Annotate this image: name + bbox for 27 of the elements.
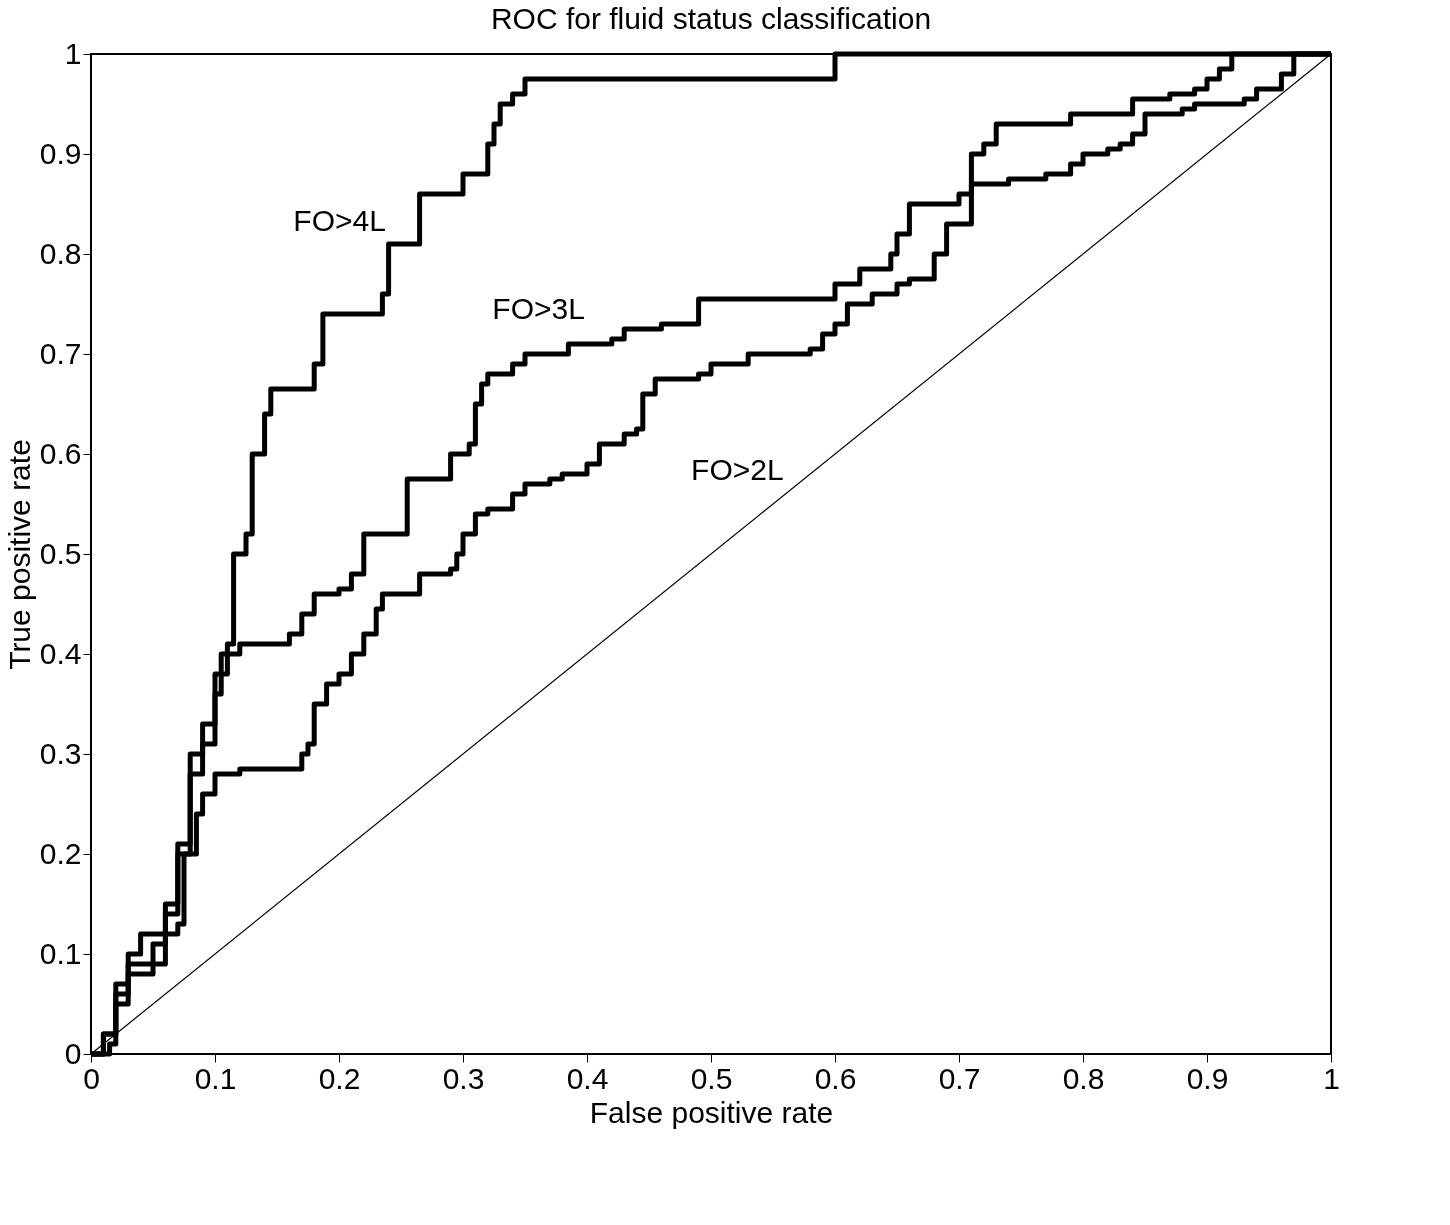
x-tick-label: 0.2	[318, 1061, 361, 1095]
x-tick-label: 0.5	[690, 1061, 733, 1095]
y-tick-label: 0.5	[39, 536, 82, 570]
y-axis-title: True positive rate	[2, 439, 36, 670]
x-tick-label: 0.6	[814, 1061, 857, 1095]
series-label: FO>3L	[492, 292, 585, 325]
series-label: FO>4L	[293, 204, 386, 237]
x-axis-title: False positive rate	[589, 1095, 834, 1129]
y-tick-label: 0.7	[39, 336, 82, 370]
x-tick-label: 0.7	[938, 1061, 981, 1095]
x-tick-label: 0.3	[442, 1061, 485, 1095]
y-tick-label: 0	[64, 1036, 82, 1070]
x-tick-label: 0.1	[194, 1061, 237, 1095]
y-tick-label: 0.2	[39, 836, 82, 870]
series-label: FO>2L	[691, 453, 784, 486]
y-tick-label: 0.6	[39, 436, 82, 470]
x-tick-label: 0.8	[1062, 1061, 1105, 1095]
y-tick-label: 0.3	[39, 736, 82, 770]
x-tick-label: 1	[1323, 1061, 1340, 1095]
x-tick-label: 0.9	[1186, 1061, 1229, 1095]
y-tick-label: 0.1	[39, 936, 82, 970]
chart-title: ROC for fluid status classification	[490, 2, 932, 35]
x-tick-label: 0.4	[566, 1061, 609, 1095]
y-tick-label: 0.9	[39, 136, 82, 170]
y-tick-label: 0.8	[39, 236, 82, 270]
y-tick-label: 0.4	[39, 636, 82, 670]
y-tick-label: 1	[64, 36, 82, 70]
